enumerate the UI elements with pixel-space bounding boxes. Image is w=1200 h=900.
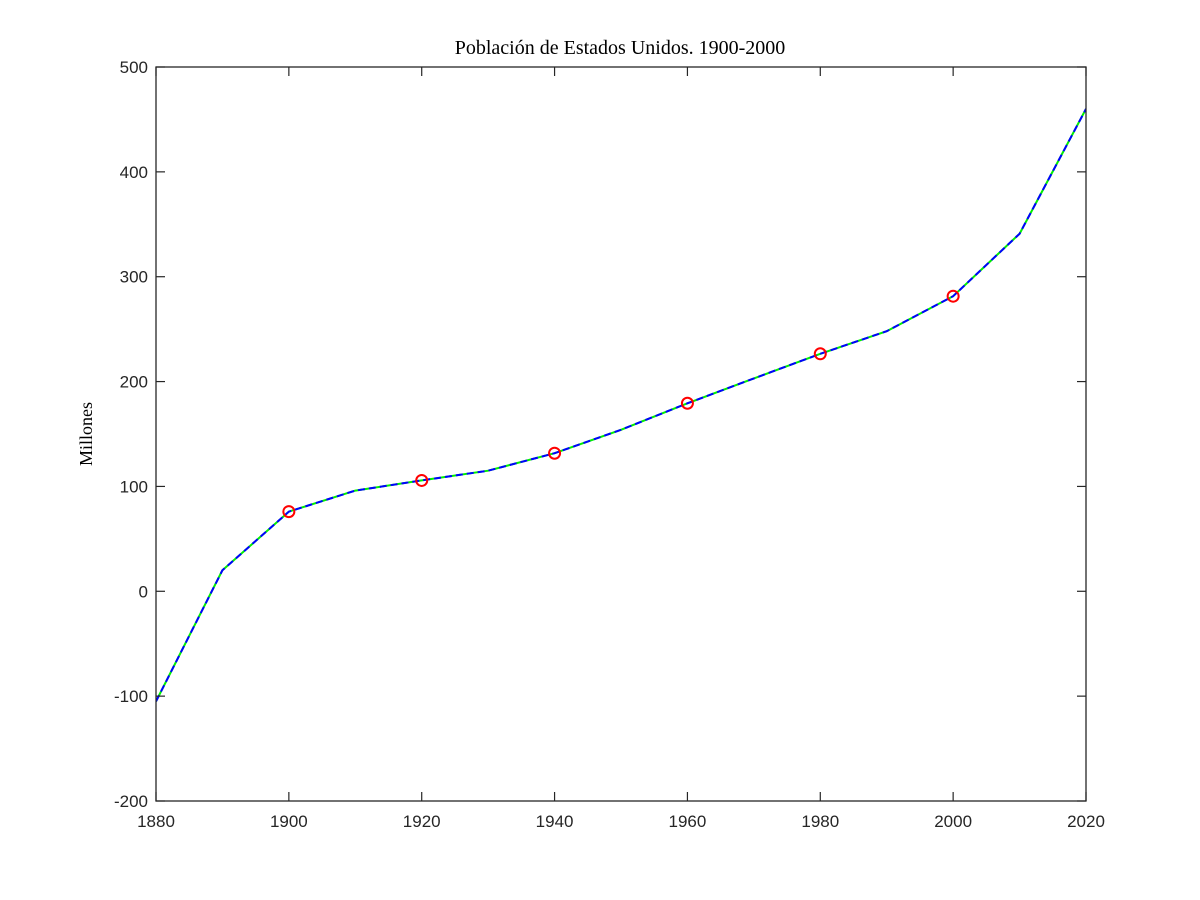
y-tick-label: 500 xyxy=(120,58,148,77)
x-tick-label: 1940 xyxy=(536,812,574,831)
y-tick-label: 400 xyxy=(120,163,148,182)
chart-title: Población de Estados Unidos. 1900-2000 xyxy=(455,37,786,59)
x-tick-label: 1960 xyxy=(669,812,707,831)
y-tick-label: 200 xyxy=(120,373,148,392)
y-tick-label: 300 xyxy=(120,268,148,287)
y-axis-label: Millones xyxy=(76,402,96,466)
x-tick-label: 2020 xyxy=(1067,812,1105,831)
x-tick-label: 1880 xyxy=(137,812,175,831)
x-tick-label: 1980 xyxy=(801,812,839,831)
x-tick-label: 2000 xyxy=(934,812,972,831)
axes-box xyxy=(155,66,1087,802)
data-point-marker xyxy=(680,396,694,410)
series-line-0 xyxy=(156,108,1086,702)
data-point-marker xyxy=(813,347,827,361)
data-point-marker xyxy=(548,446,562,460)
plot-area xyxy=(155,66,1087,802)
y-tick-label: -100 xyxy=(114,687,148,706)
y-tick-label: 0 xyxy=(139,582,148,601)
data-point-marker xyxy=(282,505,296,519)
y-tick-label: -200 xyxy=(114,792,148,811)
series-line-1 xyxy=(156,108,1086,702)
x-tick-label: 1920 xyxy=(403,812,441,831)
data-point-marker xyxy=(946,289,960,303)
x-axis: 1880 1900 1920 1940 1960 1980 2000 2020 xyxy=(137,67,1105,831)
x-tick-label: 1900 xyxy=(270,812,308,831)
data-point-marker xyxy=(415,473,429,487)
y-tick-label: 100 xyxy=(120,477,148,496)
y-axis: -200 -100 0 100 200 300 400 500 xyxy=(114,58,1086,811)
